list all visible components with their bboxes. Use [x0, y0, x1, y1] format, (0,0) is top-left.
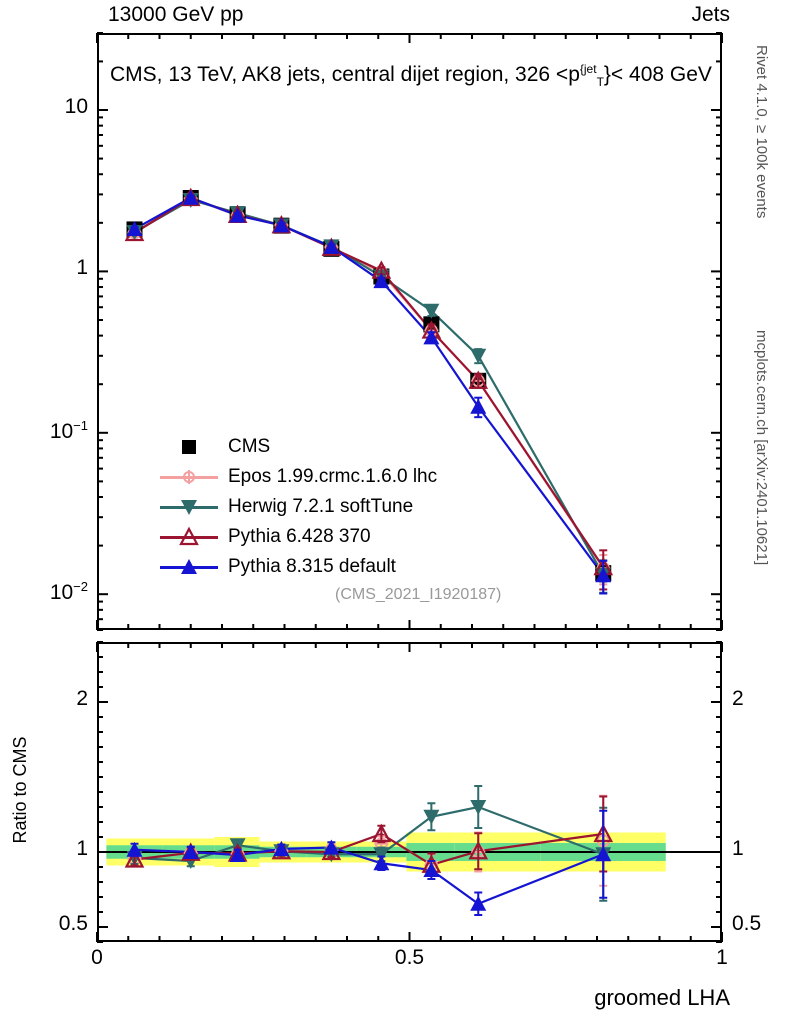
ratio-y-tick-label: 1	[76, 837, 88, 860]
legend-label: Pythia 8.315 default	[228, 556, 396, 577]
legend-item[interactable]: CMS	[160, 432, 437, 462]
legend-marker	[160, 555, 218, 579]
legend: CMS Epos 1.99.crmc.1.6.0 lhc Herwig 7.2.1 …	[160, 432, 437, 582]
x-tick-label: 1	[716, 946, 728, 969]
legend-marker	[160, 525, 218, 549]
legend-label: CMS	[228, 436, 271, 457]
plot-title-prefix: CMS, 13 TeV, AK8 jets, central dijet reg…	[110, 63, 580, 86]
legend-item[interactable]: Pythia 8.315 default	[160, 552, 437, 582]
header-analysis-label: Jets	[691, 3, 730, 26]
ratio-y-tick-label-right: 1	[732, 837, 744, 860]
legend-label: Pythia 6.428 370	[228, 526, 371, 547]
legend-item[interactable]: Epos 1.99.crmc.1.6.0 lhc	[160, 462, 437, 492]
ratio-y-tick-label: 2	[76, 687, 88, 710]
legend-item[interactable]: Herwig 7.2.1 softTune	[160, 492, 437, 522]
ratio-y-tick-label-right: 2	[732, 687, 744, 710]
legend-item[interactable]: Pythia 6.428 370	[160, 522, 437, 552]
y-tick-label: 10	[64, 95, 88, 118]
mcplots-reference-label: mcplots.cern.ch [arXiv:2401.10621]	[753, 330, 770, 566]
legend-marker	[160, 495, 218, 519]
legend-marker	[160, 435, 218, 459]
plot-title-sup: {jet	[579, 62, 597, 76]
ratio-y-tick-label: 0.5	[58, 912, 88, 935]
x-tick-label: 0.5	[394, 946, 425, 969]
x-tick-label: 0	[91, 946, 103, 969]
plot-title: CMS, 13 TeV, AK8 jets, central dijet reg…	[110, 62, 712, 89]
analysis-id-watermark: (CMS_2021_I1920187)	[335, 586, 502, 603]
header-beam-label: 13000 GeV pp	[108, 3, 244, 26]
plot-title-suffix: }< 408 GeV	[603, 63, 712, 86]
legend-label: Epos 1.99.crmc.1.6.0 lhc	[228, 466, 438, 487]
ratio-y-tick-label-right: 0.5	[732, 912, 762, 935]
x-axis-label: groomed LHA	[594, 985, 730, 1010]
y-tick-label: 10−2	[49, 579, 88, 605]
y-tick-label: 1	[76, 256, 88, 280]
ratio-plot-frame	[97, 642, 722, 942]
legend-label: Herwig 7.2.1 softTune	[228, 496, 414, 517]
y-tick-label: 10−1	[49, 417, 88, 443]
legend-marker	[160, 465, 218, 489]
plot-title-sub: T	[596, 75, 604, 90]
rivet-version-label: Rivet 4.1.0, ≥ 100k events	[753, 45, 770, 219]
